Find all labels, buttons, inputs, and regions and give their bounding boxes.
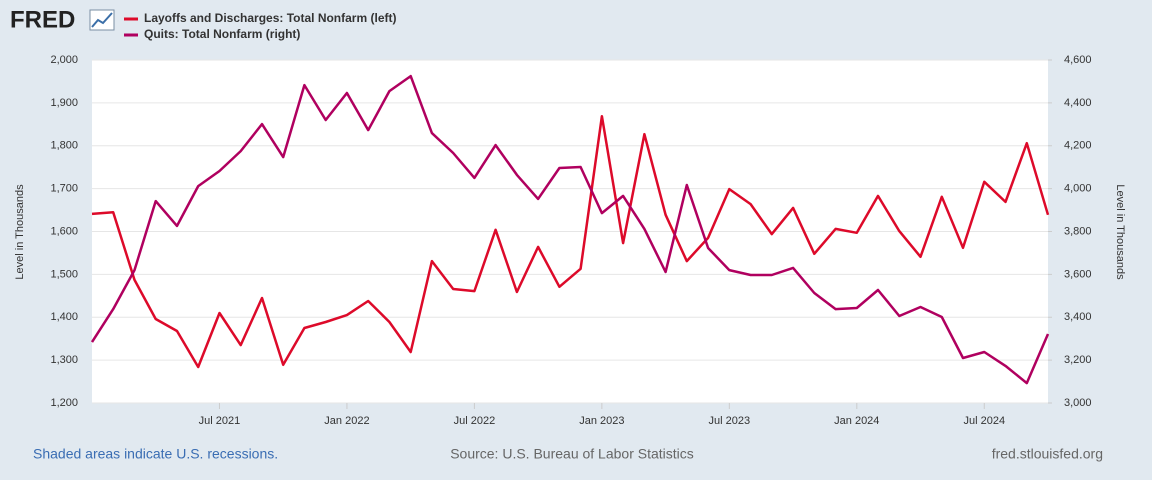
logo-icon xyxy=(89,9,115,31)
x-tick-label: Jan 2022 xyxy=(324,415,369,427)
x-tick-label: Jul 2024 xyxy=(963,415,1005,427)
y2-tick-label: 4,400 xyxy=(1064,97,1092,109)
y-tick-label: 1,200 xyxy=(50,397,78,409)
y-axis-label: Level in Thousands xyxy=(14,184,26,280)
y2-axis-label: Level in Thousands xyxy=(1114,184,1126,280)
x-tick-label: Jul 2023 xyxy=(709,415,751,427)
y2-tick-label: 3,800 xyxy=(1064,225,1092,237)
x-tick-label: Jul 2022 xyxy=(454,415,496,427)
y2-tick-label: 4,000 xyxy=(1064,183,1092,195)
x-tick-label: Jan 2023 xyxy=(579,415,624,427)
y2-tick-label: 3,000 xyxy=(1064,397,1092,409)
series-line xyxy=(91,114,1050,369)
source: Source: U.S. Bureau of Labor Statistics xyxy=(450,446,694,462)
legend-entry: Layoffs and Discharges: Total Nonfarm (l… xyxy=(144,11,396,25)
x-tick-label: Jan 2024 xyxy=(834,415,879,427)
y2-tick-label: 4,600 xyxy=(1064,54,1092,66)
series-line xyxy=(90,74,1050,385)
y2-tick-label: 4,200 xyxy=(1064,140,1092,152)
y2-tick-label: 3,400 xyxy=(1064,311,1092,323)
y2-tick-label: 3,600 xyxy=(1064,268,1092,280)
logo: FRED xyxy=(10,6,75,33)
y-tick-label: 2,000 xyxy=(50,54,78,66)
y-tick-label: 1,300 xyxy=(50,354,78,366)
y-tick-label: 1,900 xyxy=(50,97,78,109)
x-tick-label: Jul 2021 xyxy=(199,415,241,427)
y-tick-label: 1,700 xyxy=(50,183,78,195)
y-tick-label: 1,600 xyxy=(50,225,78,237)
y-tick-label: 1,500 xyxy=(50,268,78,280)
y2-tick-label: 3,200 xyxy=(1064,354,1092,366)
site-link[interactable]: fred.stlouisfed.org xyxy=(992,446,1103,462)
y-tick-label: 1,800 xyxy=(50,140,78,152)
y-tick-label: 1,400 xyxy=(50,311,78,323)
recession-note[interactable]: Shaded areas indicate U.S. recessions. xyxy=(33,446,278,462)
legend-entry: Quits: Total Nonfarm (right) xyxy=(144,27,300,41)
